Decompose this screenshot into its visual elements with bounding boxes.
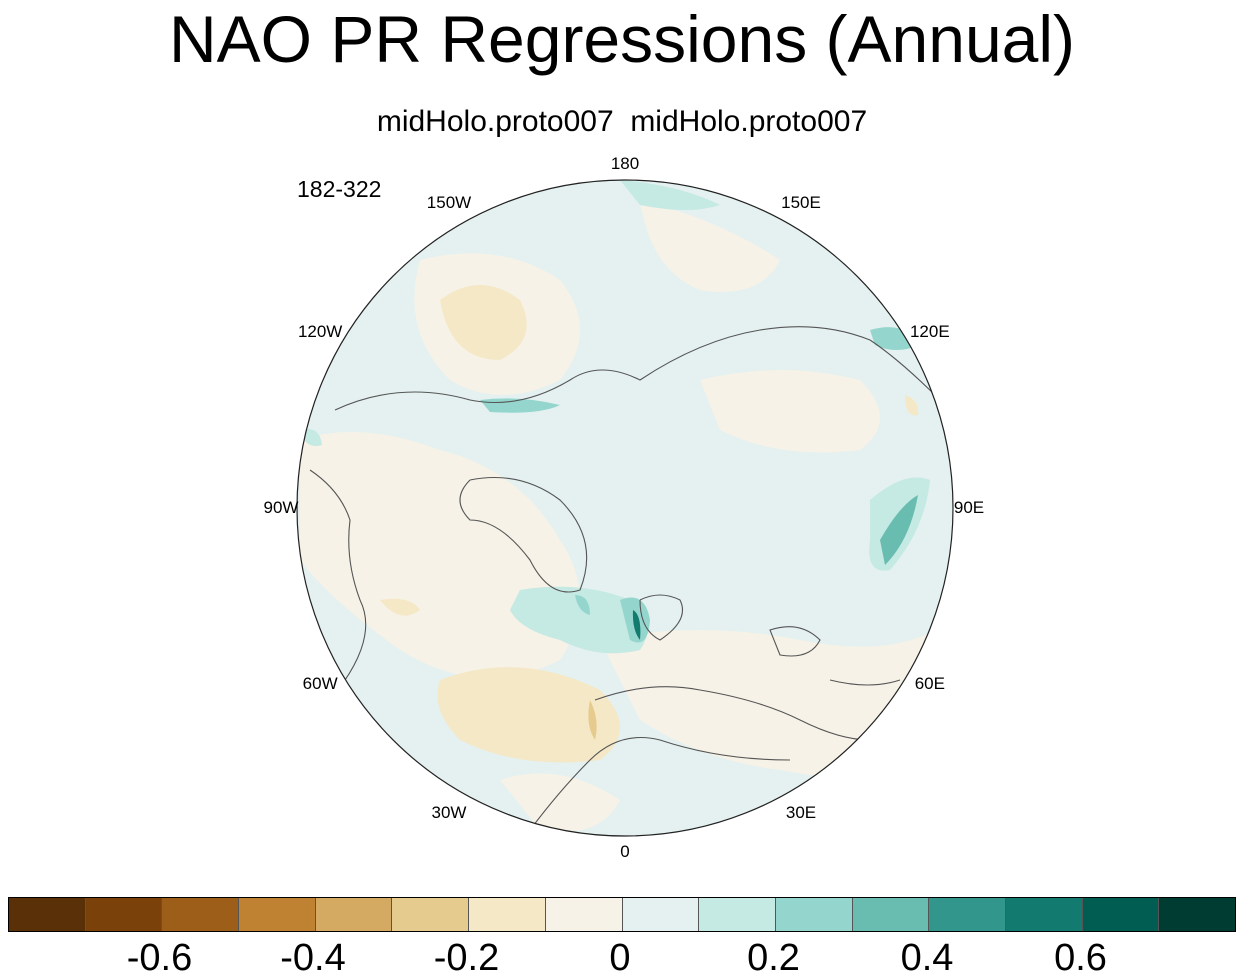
longitude-label: 120E xyxy=(909,322,950,341)
colorbar-swatch xyxy=(622,898,700,931)
colorbar-tick-label: -0.6 xyxy=(126,937,193,979)
colorbar-swatch xyxy=(392,898,470,931)
longitude-label: 90W xyxy=(263,498,299,517)
colorbar-tick-label: -0.4 xyxy=(280,937,346,979)
regression-field xyxy=(297,180,953,836)
colorbar-swatch xyxy=(775,898,853,931)
longitude-label: 90E xyxy=(953,498,985,517)
colorbar-swatch xyxy=(162,898,240,931)
colorbar-swatch xyxy=(929,898,1006,931)
longitude-label: 30W xyxy=(431,802,467,822)
longitude-label: 180 xyxy=(610,154,640,173)
colorbar-swatch xyxy=(315,898,393,931)
colorbar xyxy=(8,897,1236,932)
longitude-label: 60E xyxy=(914,674,945,693)
colorbar-swatch xyxy=(1082,898,1160,931)
colorbar-swatch xyxy=(699,898,776,931)
colorbar-tick-label: 0.2 xyxy=(747,937,800,979)
longitude-label: 120W xyxy=(297,322,343,341)
period-label: 182-322 xyxy=(297,176,382,202)
colorbar-swatch xyxy=(545,898,623,931)
longitude-label: 150E xyxy=(781,193,821,213)
longitude-label: 60W xyxy=(302,674,338,693)
colorbar-tick-label: 0 xyxy=(609,937,631,979)
colorbar-tick-label: 0.4 xyxy=(900,937,954,979)
colorbar-tick-label: 0.6 xyxy=(1054,937,1107,979)
colorbar-tick-label: -0.2 xyxy=(433,937,500,979)
colorbar-swatch xyxy=(85,898,163,931)
map-title: NAO PR Regressions (Annual) xyxy=(168,2,1076,76)
map-subtitle: midHolo.proto007 midHolo.proto007 xyxy=(376,105,868,138)
longitude-label: 30E xyxy=(785,802,817,822)
colorbar-swatch xyxy=(469,898,546,931)
colorbar-swatch xyxy=(9,898,86,931)
longitude-label: 150W xyxy=(426,193,472,213)
coastlines xyxy=(309,326,941,831)
colorbar-swatch xyxy=(1005,898,1083,931)
longitude-label: 0 xyxy=(620,842,630,861)
colorbar-swatch xyxy=(1159,898,1235,931)
colorbar-swatch xyxy=(852,898,930,931)
colorbar-swatch xyxy=(239,898,316,931)
